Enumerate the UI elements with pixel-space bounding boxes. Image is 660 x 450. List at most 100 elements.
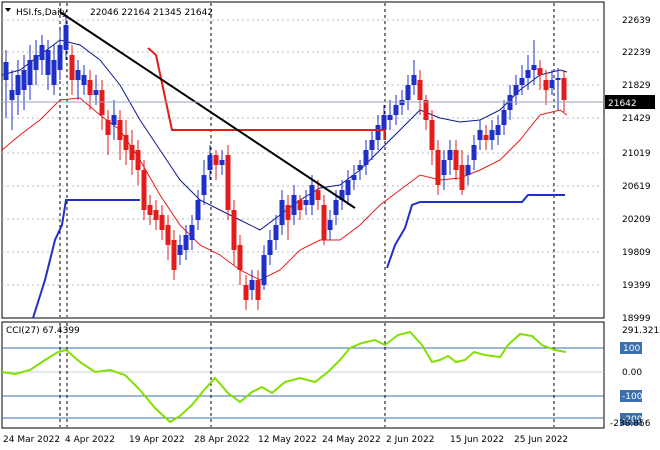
bullish-candle — [363, 150, 369, 165]
current-price-tag — [605, 95, 655, 109]
bullish-candle — [219, 160, 225, 165]
price-tick: 18999 — [622, 314, 651, 324]
bearish-candle — [285, 205, 291, 220]
bullish-candle — [339, 190, 345, 200]
bearish-candle — [255, 280, 261, 300]
price-tick: 21429 — [622, 114, 651, 124]
dropdown-triangle-icon[interactable] — [5, 8, 11, 12]
cci-level-tag — [620, 390, 642, 402]
time-axis-label: 25 Jun 2022 — [514, 435, 568, 445]
bearish-candle — [129, 145, 135, 160]
bearish-candle — [417, 80, 423, 100]
bullish-candle — [549, 80, 555, 88]
bullish-candle — [441, 160, 447, 175]
bullish-candle — [249, 280, 255, 290]
bullish-candle — [189, 225, 195, 240]
bullish-candle — [57, 45, 63, 70]
support-step-line — [32, 199, 140, 319]
bearish-candle — [459, 165, 465, 190]
bearish-candle — [321, 205, 327, 240]
bullish-candle — [405, 85, 411, 100]
cci-level-label: 0.00 — [622, 368, 642, 378]
time-axis-label: 2 Jun 2022 — [386, 435, 434, 445]
bearish-candle — [231, 210, 237, 250]
bullish-candle — [525, 70, 531, 78]
bullish-candle — [513, 85, 519, 95]
time-axis-label: 12 May 2022 — [258, 435, 317, 445]
bullish-candle — [3, 62, 9, 80]
cci-level-tag — [620, 413, 642, 425]
time-axis-label: 24 May 2022 — [322, 435, 381, 445]
cci-title: CCI(27) 67.4399 — [6, 326, 80, 336]
bullish-candle — [81, 75, 87, 85]
bullish-candle — [45, 50, 51, 75]
bearish-candle — [225, 155, 231, 210]
bullish-candle — [333, 200, 339, 215]
price-tick: 21019 — [622, 149, 651, 159]
bullish-candle — [9, 90, 15, 100]
bullish-candle — [39, 45, 45, 60]
price-tick: 19809 — [622, 248, 651, 258]
bullish-candle — [369, 140, 375, 150]
time-axis-label: 28 Apr 2022 — [194, 435, 250, 445]
bullish-candle — [381, 115, 387, 130]
bearish-candle — [171, 240, 177, 270]
time-axis-label: 4 Apr 2022 — [65, 435, 115, 445]
bearish-candle — [135, 150, 141, 170]
price-axis: 22639 22239 21829 21429 21019 20619 2020… — [622, 16, 651, 324]
price-grid — [2, 19, 604, 286]
price-tick: 22639 — [622, 16, 651, 26]
bearish-candle — [243, 285, 249, 300]
bullish-candle — [273, 225, 279, 240]
bearish-candle — [297, 200, 303, 210]
bullish-candle — [21, 70, 27, 90]
bullish-candle — [63, 25, 69, 50]
resistance-step-line — [147, 47, 386, 140]
cci-level-label: -100 — [622, 392, 643, 402]
bullish-candle — [75, 70, 81, 80]
bearish-candle — [123, 135, 129, 150]
cci-level-label: -200 — [622, 415, 643, 425]
bearish-candle — [435, 150, 441, 185]
bullish-candle — [393, 105, 399, 115]
bullish-candle — [501, 110, 507, 125]
bearish-candle — [213, 155, 219, 165]
time-axis-label: 19 Apr 2022 — [129, 435, 185, 445]
bullish-candle — [345, 180, 351, 195]
cci-level-label: 100 — [623, 344, 640, 354]
bullish-candle — [51, 60, 57, 85]
bullish-candle — [261, 255, 267, 285]
bearish-candle — [237, 245, 243, 270]
bullish-candle — [309, 185, 315, 205]
bullish-candle — [195, 200, 201, 220]
bullish-candle — [471, 145, 477, 160]
price-panel-frame — [1, 1, 605, 319]
price-tick: 22239 — [622, 48, 651, 58]
bearish-candle — [159, 215, 165, 230]
bullish-candle — [279, 200, 285, 225]
bearish-candle — [315, 190, 321, 200]
symbol-label: HSI.fs,Daily — [16, 8, 68, 18]
cci-line — [1, 330, 567, 424]
bearish-candle — [87, 80, 93, 95]
bullish-candle — [303, 200, 309, 205]
bullish-candle — [201, 175, 207, 195]
current-price-label: 21642 — [608, 99, 637, 109]
downtrend-line[interactable] — [59, 11, 356, 209]
bullish-candle — [33, 55, 39, 70]
bullish-candle — [27, 60, 33, 85]
price-tick: 21829 — [622, 81, 651, 91]
bullish-candle — [351, 175, 357, 180]
bullish-candle — [411, 75, 417, 85]
bullish-candle — [489, 130, 495, 140]
time-axis-label: 24 Mar 2022 — [3, 435, 60, 445]
cci-min-label: -238.856 — [610, 419, 651, 429]
bearish-candle — [147, 205, 153, 215]
bullish-candle — [477, 130, 483, 140]
bullish-candle — [111, 115, 117, 125]
bullish-candle — [267, 240, 273, 255]
bullish-candle — [387, 115, 393, 120]
bearish-candle — [453, 150, 459, 170]
lower-moving-average — [1, 97, 568, 281]
